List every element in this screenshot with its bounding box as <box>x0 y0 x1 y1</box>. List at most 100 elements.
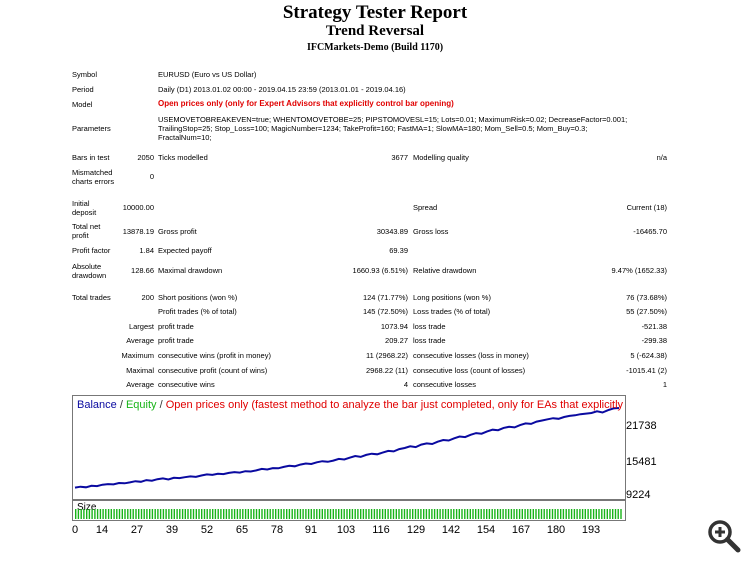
size-bar <box>513 509 515 519</box>
net-profit-label-1: Total net <box>72 222 101 231</box>
average-loss-value: -299.38 <box>641 336 667 345</box>
size-bar <box>170 509 173 519</box>
size-bar <box>409 509 411 519</box>
size-bar <box>291 509 293 519</box>
profit-trades-label: Profit trades (% of total) <box>158 307 237 316</box>
loss-trades-label: Loss trades (% of total) <box>413 307 491 316</box>
size-bar <box>132 509 134 519</box>
size-bar <box>573 509 576 519</box>
size-bar <box>565 509 567 519</box>
y-tick-label: 9224 <box>626 489 651 501</box>
size-bar <box>80 509 82 519</box>
size-bar <box>532 509 534 519</box>
size-label: Size <box>77 502 97 513</box>
size-bar <box>138 509 140 519</box>
avg-consec-losses-label: consecutive losses <box>413 380 476 389</box>
size-bar <box>327 509 329 519</box>
size-bar <box>524 509 526 519</box>
size-bar <box>165 509 167 519</box>
size-bar <box>442 509 444 519</box>
largest-loss-value: -521.38 <box>641 322 667 331</box>
size-bar <box>491 509 493 519</box>
size-bar <box>146 509 148 519</box>
size-bar <box>488 509 491 519</box>
x-tick-label: 65 <box>235 524 249 536</box>
maximum-label: Maximum <box>121 351 154 360</box>
size-bar <box>313 509 315 519</box>
x-tick-label: 193 <box>581 524 601 536</box>
size-bar <box>129 509 132 519</box>
size-bar <box>401 509 403 519</box>
size-bar <box>592 509 595 519</box>
zoom-in-icon[interactable] <box>706 518 742 554</box>
size-bar <box>346 509 348 519</box>
report-title: Strategy Tester Report <box>282 2 468 23</box>
size-bar <box>540 509 543 519</box>
size-bar <box>365 509 367 519</box>
size-bar <box>423 509 425 519</box>
abs-drawdown-label-2: drawdown <box>72 271 107 280</box>
size-bar <box>201 509 203 519</box>
legend-separator: / <box>159 399 163 411</box>
size-bar <box>560 509 562 519</box>
size-bar <box>535 509 537 519</box>
size-bar <box>242 509 244 519</box>
size-bar <box>546 509 548 519</box>
x-tick-label: 39 <box>165 524 179 536</box>
profit-trades-value: 145 (72.50%) <box>362 307 408 316</box>
size-bar <box>357 509 359 519</box>
size-bar <box>118 509 121 519</box>
size-bar <box>162 509 165 519</box>
average-profit-value: 209.27 <box>385 336 408 345</box>
max-consec-losses-label: consecutive losses (loss in money) <box>413 351 529 360</box>
size-bar <box>406 509 408 519</box>
y-tick-label: 21738 <box>626 420 657 432</box>
average-consec-label: Average <box>126 380 154 389</box>
size-bar <box>543 509 545 519</box>
size-bar <box>184 509 186 519</box>
size-bar <box>266 509 269 519</box>
size-bar <box>439 509 441 519</box>
y-tick-label: 15481 <box>626 456 657 468</box>
balance-line <box>74 407 620 489</box>
maximal-consec-loss-label: consecutive loss (count of losses) <box>413 366 526 375</box>
balance-chart-svg <box>74 407 620 489</box>
largest-label: Largest <box>128 322 154 331</box>
total-trades-value: 200 <box>141 293 154 302</box>
size-bar <box>305 509 307 519</box>
mismatch-value: 0 <box>149 172 154 181</box>
size-bar <box>269 509 271 519</box>
size-bar <box>499 509 502 519</box>
size-bar <box>351 509 354 519</box>
size-bar <box>469 509 471 519</box>
size-chart: Size <box>72 500 626 521</box>
x-tick-label: 167 <box>511 524 531 536</box>
size-bar <box>75 509 77 519</box>
parameters-label: Parameters <box>72 124 111 133</box>
size-bar <box>576 509 578 519</box>
size-bar <box>187 509 189 519</box>
gross-loss-value: -16465.70 <box>633 227 667 236</box>
spread-value: Current (18) <box>626 203 667 212</box>
size-bar <box>387 509 389 519</box>
size-bar <box>403 509 406 519</box>
size-bar <box>310 509 312 519</box>
size-bar <box>307 509 310 519</box>
size-bar <box>343 509 345 519</box>
size-bar <box>538 509 540 519</box>
size-bar <box>455 509 458 519</box>
size-bar <box>198 509 200 519</box>
size-bar <box>124 509 126 519</box>
abs-drawdown-label-1: Absolute <box>72 262 102 271</box>
size-bar <box>494 509 496 519</box>
size-bar <box>477 509 480 519</box>
size-bar <box>412 509 414 519</box>
loss-trades-value: 55 (27.50%) <box>626 307 667 316</box>
size-bar <box>340 509 343 519</box>
size-bar <box>466 509 469 519</box>
quality-label: Modelling quality <box>413 153 469 162</box>
size-bar <box>620 509 622 519</box>
size-bar <box>444 509 447 519</box>
size-bar <box>450 509 452 519</box>
profit-factor-value: 1.84 <box>139 246 154 255</box>
